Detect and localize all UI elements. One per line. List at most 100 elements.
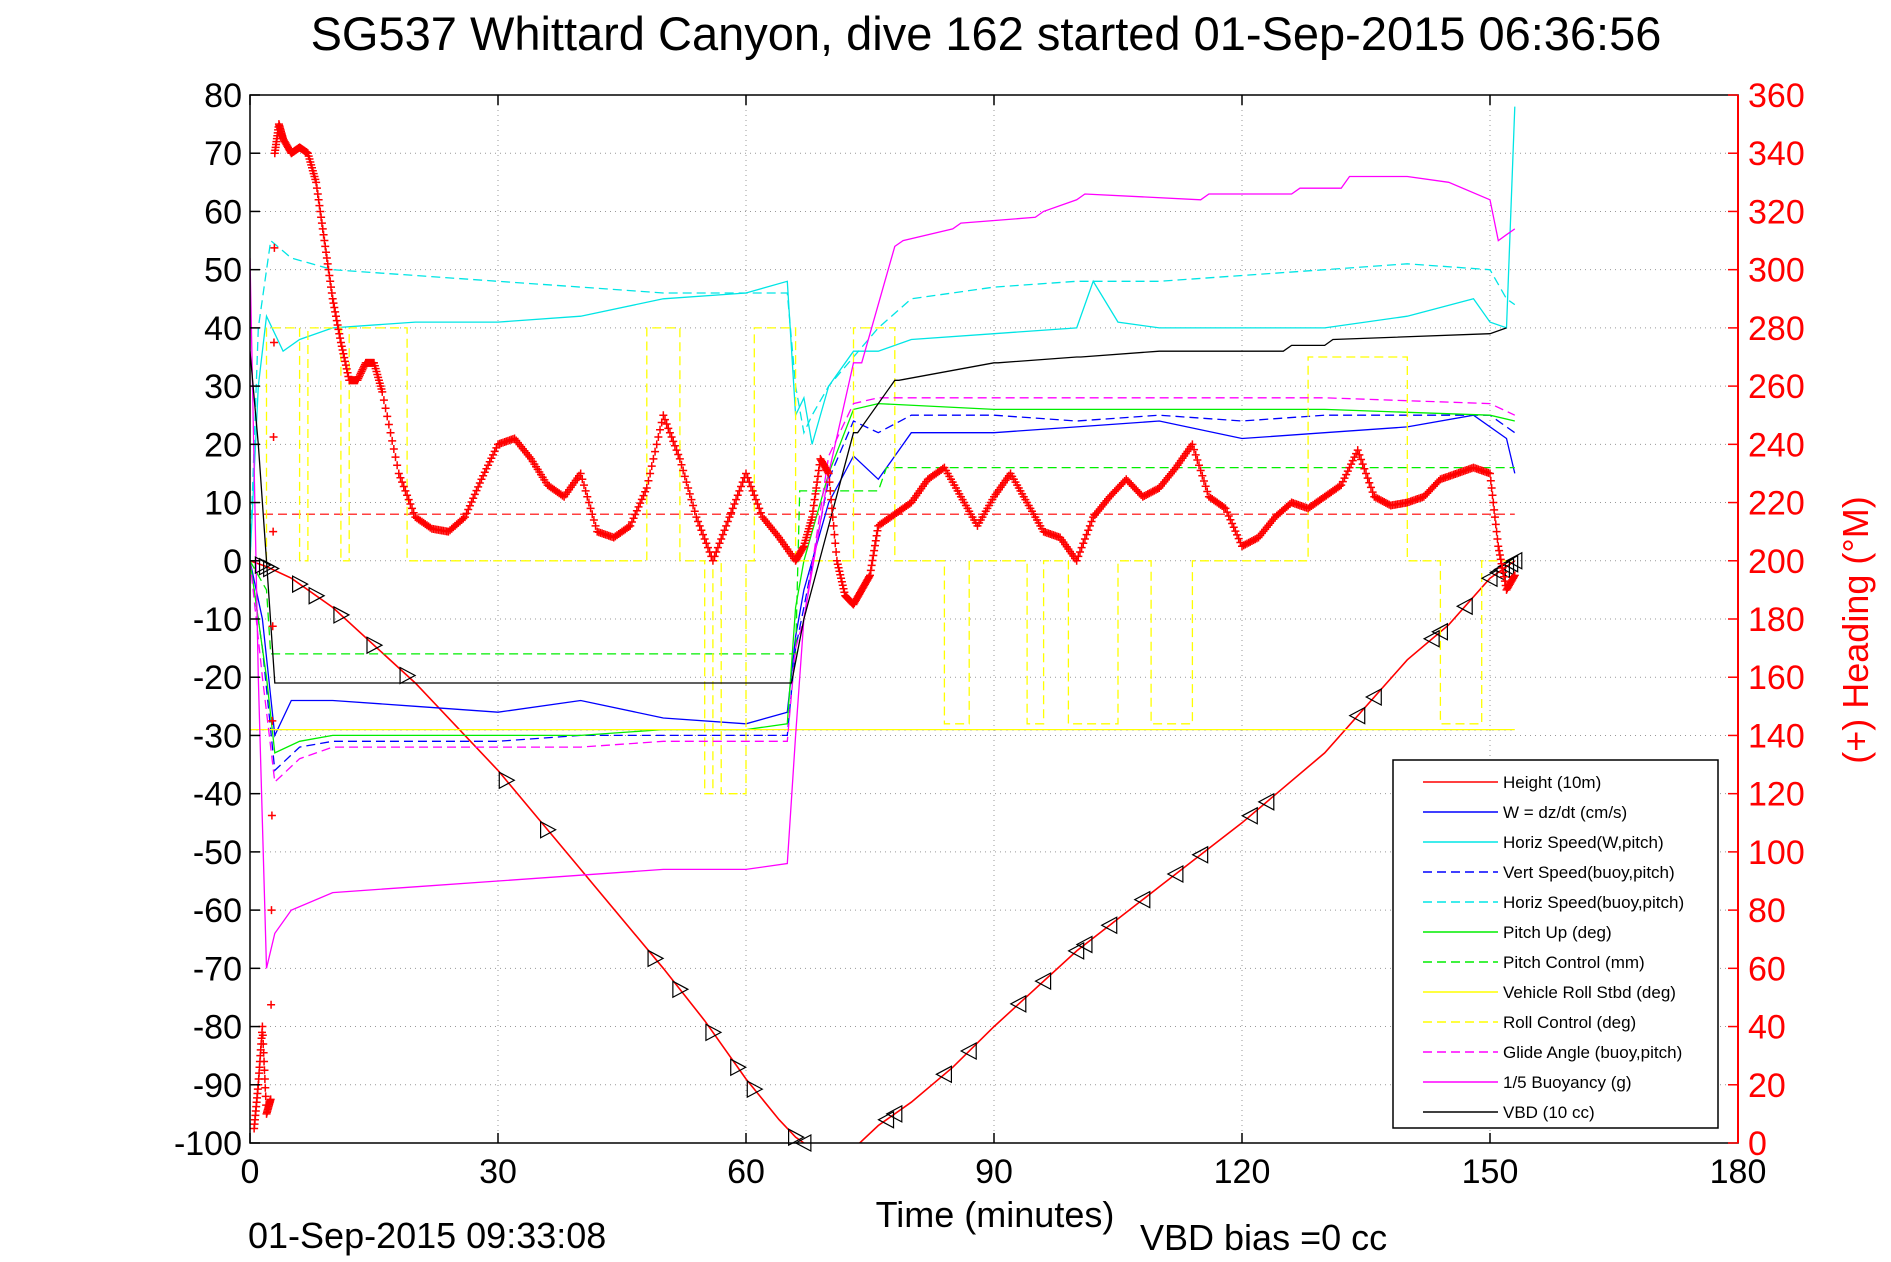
heading-point	[327, 288, 336, 297]
heading-point	[870, 541, 879, 550]
triangle-marker	[1501, 554, 1519, 573]
y-right-axis-label: (+) Heading (°M)	[1835, 496, 1876, 763]
y-right-tick-label: 20	[1748, 1067, 1786, 1105]
heading-point	[755, 504, 764, 513]
triangle-marker	[1348, 706, 1366, 725]
heading-point	[1510, 571, 1519, 580]
heading-point	[341, 361, 350, 370]
heading-point	[335, 329, 344, 338]
heading-point	[578, 475, 587, 484]
triangle-marker	[746, 1080, 764, 1099]
heading-point	[824, 469, 833, 478]
triangle-marker	[1191, 845, 1209, 864]
y-left-tick-label: -60	[193, 892, 242, 930]
triangle-marker	[1133, 890, 1151, 909]
heading-point	[799, 543, 808, 552]
series-vbd-line	[250, 327, 1507, 684]
heading-point	[727, 508, 736, 517]
heading-point	[313, 189, 322, 198]
heading-point	[1490, 513, 1499, 522]
heading-point	[322, 254, 331, 263]
triangle-marker	[1497, 557, 1515, 576]
heading-point	[586, 504, 595, 513]
heading-point	[1360, 464, 1369, 473]
y-left-tick-label: -10	[193, 601, 242, 639]
triangle-marker	[333, 605, 351, 624]
heading-point	[1201, 482, 1210, 491]
heading-point	[837, 577, 846, 586]
triangle-marker	[877, 1110, 895, 1129]
heading-point	[1342, 470, 1351, 479]
heading-point	[269, 338, 278, 347]
heading-point	[485, 457, 494, 466]
triangle-marker	[1364, 688, 1382, 707]
heading-point	[339, 349, 348, 358]
legend-box	[1392, 759, 1719, 1129]
heading-point	[1229, 523, 1238, 532]
legend-label-horiz_buoy: Horiz Speed(buoy,pitch)	[1503, 893, 1684, 912]
heading-point	[649, 454, 658, 463]
legend-label-height: Height (10m)	[1503, 773, 1601, 792]
heading-point	[312, 184, 321, 193]
heading-point	[332, 316, 341, 325]
heading-point	[266, 1095, 275, 1104]
x-tick-label: 30	[479, 1153, 517, 1191]
heading-point	[314, 195, 323, 204]
heading-point	[1491, 520, 1500, 529]
heading-point	[386, 428, 395, 437]
y-right-tick-label: 200	[1748, 543, 1805, 581]
heading-point	[1362, 469, 1370, 478]
heading-point	[722, 521, 731, 530]
heading-point	[337, 342, 346, 351]
y-right-tick-label: 160	[1748, 659, 1805, 697]
heading-point	[813, 472, 822, 481]
heading-point	[1234, 534, 1243, 543]
heading-point	[589, 516, 598, 525]
heading-point	[381, 404, 390, 413]
y-left-tick-label: 0	[223, 543, 242, 581]
heading-point	[1340, 474, 1349, 483]
heading-point	[259, 1048, 268, 1057]
heading-point	[1338, 477, 1347, 486]
legend-label-glide: Glide Angle (buoy,pitch)	[1503, 1043, 1682, 1062]
triangle-marker	[263, 559, 280, 578]
heading-point	[330, 303, 339, 312]
legend-label-pitch: Pitch Up (deg)	[1503, 923, 1612, 942]
heading-point	[832, 556, 841, 565]
heading-point	[834, 563, 843, 572]
heading-point	[629, 514, 638, 523]
heading-point	[270, 243, 279, 252]
heading-point	[1226, 515, 1235, 524]
heading-point	[1357, 455, 1366, 464]
heading-point	[708, 556, 717, 565]
heading-point	[329, 299, 338, 308]
heading-point	[394, 469, 403, 478]
heading-point	[1198, 471, 1207, 480]
heading-point	[1084, 526, 1093, 535]
triangle-marker	[1505, 551, 1523, 570]
heading-point	[396, 473, 405, 482]
heading-point	[1366, 483, 1375, 492]
triangle-marker	[1067, 941, 1085, 960]
heading-point	[639, 491, 648, 500]
heading-point	[751, 495, 760, 504]
y-left-tick-label: 10	[204, 485, 242, 523]
heading-point	[626, 521, 635, 530]
heading-point	[745, 478, 754, 487]
triangle-marker	[1257, 792, 1275, 811]
triangle-marker	[959, 1042, 977, 1061]
heading-point	[865, 572, 874, 581]
heading-point	[665, 428, 674, 437]
heading-point	[1195, 461, 1204, 470]
legend-label-horiz: Horiz Speed(W,pitch)	[1503, 833, 1664, 852]
heading-point	[1082, 530, 1091, 539]
y-right-tick-label: 280	[1748, 310, 1805, 348]
triangle-marker	[1075, 935, 1093, 954]
heading-point	[674, 450, 683, 459]
heading-point	[660, 415, 669, 424]
x-tick-label: 180	[1710, 1153, 1767, 1191]
heading-point	[839, 584, 848, 593]
heading-point	[343, 368, 352, 377]
heading-point	[1368, 488, 1377, 497]
